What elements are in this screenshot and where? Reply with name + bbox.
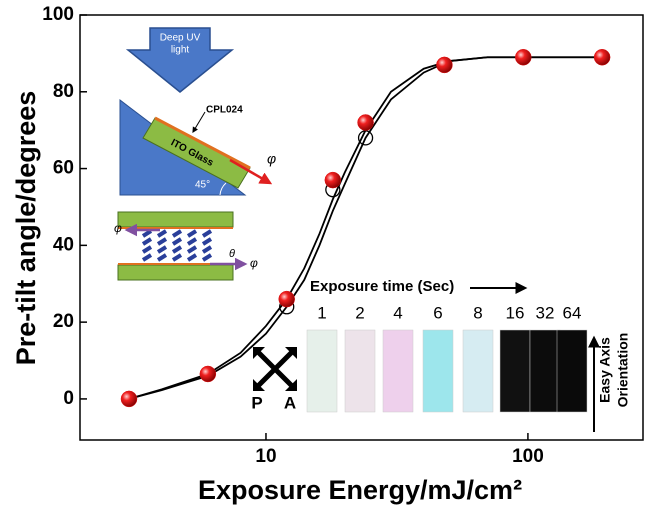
x-tick-label: 100 [512,446,544,467]
sphere-marker [199,365,217,383]
time-label: 64 [563,303,582,322]
y-axis-label: Pre-tilt angle/degrees [11,91,41,366]
cpl-label: CPL024 [206,105,243,116]
angle-label: 45° [195,180,210,191]
phi-label: φ [267,151,276,167]
inset-schematic: Deep UV light ITO Glass CPL024 φ 45° φ φ… [114,27,276,281]
time-label: 6 [433,303,442,322]
time-label: 32 [536,303,555,322]
y-tick-label: 80 [53,81,74,102]
phi-label: φ [250,256,258,270]
time-label: 16 [506,303,525,322]
polarizer-label: P [251,393,262,412]
time-label: 8 [473,303,482,322]
photo-swatch [462,329,494,413]
time-label: 1 [317,303,326,322]
polarizer-cross [256,350,294,388]
polarizer-heads [253,347,297,391]
uv-label: light [171,45,190,56]
sphere-marker [278,290,295,308]
y-tick-label: 60 [53,158,74,179]
sphere-marker [120,390,138,408]
analyzer-label: A [284,393,296,412]
sphere-marker [357,114,374,131]
photo-swatch [382,329,414,413]
y-tick-label: 20 [53,311,74,332]
easy-axis-label: Orientation [615,333,631,408]
photo-swatch [306,329,338,413]
exposure-time-label: Exposure time (Sec) [310,278,454,295]
sphere-marker [324,171,342,189]
x-axis-label: Exposure Energy/mJ/cm² [198,475,522,505]
photo-swatch [499,329,531,413]
time-label: 2 [355,303,364,322]
easy-axis-label: Easy Axis [597,337,613,403]
photo-swatch [529,329,561,413]
fit-curve [128,56,603,400]
y-tick-label: 40 [53,234,74,255]
y-tick-label: 0 [63,388,74,409]
y-tick-label: 100 [42,4,74,25]
uv-label: Deep UV [160,33,201,44]
photo-swatch [422,329,454,413]
open-marker [357,130,374,146]
photo-swatch [344,329,376,413]
cpl-layer [154,116,251,170]
sphere-marker [436,56,453,74]
phi-label: φ [114,221,122,235]
substrate-bottom [117,264,234,281]
cpl-pointer [192,111,206,134]
substrate-top [117,211,234,228]
theta-label: θ [229,248,235,260]
sphere-marker [593,48,611,66]
photo-swatch [556,329,588,413]
plot-frame [79,14,644,441]
uv-arrow [125,27,235,93]
sphere-marker [515,48,532,66]
inset-photos: Exposure time (Sec) P A Easy Axis Orient… [251,278,631,432]
angle-arc [219,182,227,196]
time-label: 4 [393,303,402,322]
phi-arrow [229,158,273,185]
x-tick-label: 10 [255,446,276,467]
lc-molecules [141,229,213,262]
